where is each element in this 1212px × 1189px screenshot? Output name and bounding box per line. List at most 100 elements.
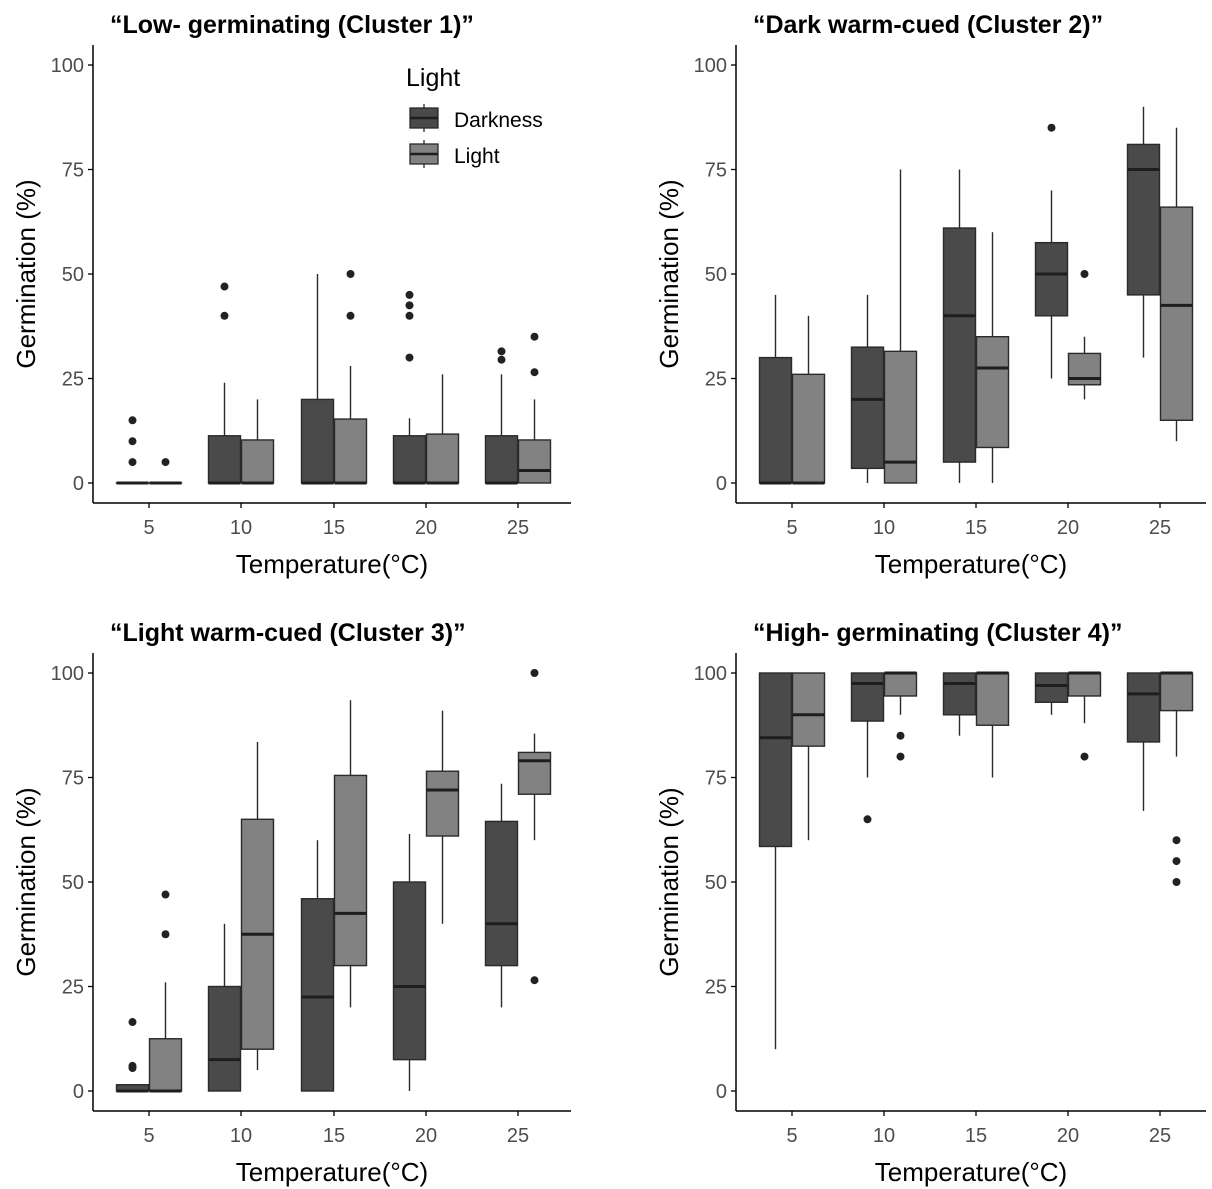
outlier-point — [1047, 123, 1056, 132]
y-axis-label: Germination (%) — [11, 179, 41, 368]
box-light-10 — [883, 169, 918, 484]
outlier-point — [1172, 836, 1181, 845]
y-tick-label: 75 — [62, 768, 84, 790]
y-tick-label: 25 — [62, 977, 84, 999]
x-tick-label: 5 — [786, 517, 797, 539]
x-tick-label: 25 — [1149, 517, 1171, 539]
box-iqr — [975, 672, 1010, 726]
outlier-point — [497, 347, 506, 356]
panel-cluster-3: “Light warm-cued (Cluster 3)” Germinatio… — [11, 619, 571, 1187]
box-iqr — [484, 435, 519, 484]
box-darkness-20 — [392, 833, 427, 1091]
box-light-25 — [1159, 671, 1194, 886]
box-iqr — [1034, 241, 1069, 317]
outlier-point — [1080, 752, 1089, 761]
y-tick-label: 100 — [694, 55, 727, 77]
outlier-point — [405, 301, 414, 310]
legend: Light Darkness Light — [406, 64, 543, 168]
box-light-10 — [883, 671, 918, 761]
box-iqr — [1067, 672, 1102, 697]
box-iqr — [1126, 672, 1161, 743]
panel-cluster-4: “High- germinating (Cluster 4)” Germinat… — [654, 619, 1206, 1187]
panel-title: “High- germinating (Cluster 4)” — [753, 619, 1122, 647]
box-light-15 — [975, 232, 1010, 483]
outlier-point — [161, 930, 170, 939]
y-tick-label: 75 — [705, 768, 727, 790]
outlier-point — [405, 290, 414, 299]
box-iqr — [1159, 672, 1194, 712]
y-tick-label: 25 — [62, 369, 84, 391]
panel-title: “Low- germinating (Cluster 1)” — [110, 11, 474, 39]
x-tick-label: 15 — [965, 1125, 987, 1147]
box-darkness-20 — [392, 290, 427, 485]
y-tick-label: 100 — [51, 663, 84, 685]
panel-title: “Dark warm-cued (Cluster 2)” — [753, 11, 1103, 39]
outlier-point — [220, 282, 229, 291]
box-darkness-5 — [115, 1018, 150, 1093]
box-iqr — [425, 770, 460, 837]
legend-item-light: Light — [409, 140, 500, 168]
y-tick-label: 25 — [705, 977, 727, 999]
outlier-point — [161, 458, 170, 467]
y-tick-label: 0 — [73, 1081, 84, 1103]
box-iqr — [1159, 206, 1194, 421]
box-darkness-20 — [1034, 123, 1069, 379]
outlier-point — [220, 311, 229, 320]
x-tick-label: 10 — [230, 517, 252, 539]
x-axis-label: Temperature(°C) — [875, 549, 1067, 579]
x-tick-label: 25 — [1149, 1125, 1171, 1147]
box-iqr — [517, 439, 552, 484]
box-darkness-10 — [207, 282, 242, 485]
outlier-point — [128, 1061, 137, 1070]
box-iqr — [392, 881, 427, 1061]
outlier-point — [346, 311, 355, 320]
box-light-5 — [148, 458, 183, 485]
x-axis-label: Temperature(°C) — [875, 1157, 1067, 1187]
box-iqr — [791, 373, 826, 484]
box-iqr — [207, 435, 242, 484]
outlier-point — [530, 669, 539, 677]
box-darkness-5 — [758, 294, 793, 485]
box-darkness-10 — [850, 294, 885, 483]
x-tick-label: 5 — [143, 1125, 154, 1147]
box-iqr — [975, 336, 1010, 449]
outlier-point — [497, 355, 506, 364]
outlier-point — [1172, 857, 1181, 866]
box-light-5 — [791, 672, 826, 841]
legend-item-darkness: Darkness — [409, 104, 543, 132]
legend-label: Light — [454, 145, 500, 168]
outlier-point — [161, 890, 170, 899]
y-tick-label: 0 — [716, 473, 727, 495]
panel-cluster-2: “Dark warm-cued (Cluster 2)” Germination… — [654, 11, 1206, 579]
box-light-15 — [975, 671, 1010, 778]
box-iqr — [300, 898, 335, 1092]
outlier-point — [863, 815, 872, 824]
box-darkness-15 — [300, 274, 335, 485]
box-light-15 — [333, 270, 368, 485]
box-darkness-25 — [1126, 672, 1161, 811]
outlier-point — [128, 1018, 137, 1027]
outlier-point — [128, 437, 137, 446]
outlier-point — [1172, 878, 1181, 886]
box-iqr — [850, 346, 885, 470]
x-tick-label: 10 — [230, 1125, 252, 1147]
box-darkness-25 — [484, 347, 519, 485]
x-tick-label: 20 — [415, 1125, 437, 1147]
box-darkness-10 — [850, 672, 885, 824]
box-light-20 — [1067, 270, 1102, 400]
box-iqr — [1067, 352, 1102, 386]
y-tick-label: 75 — [705, 160, 727, 182]
x-tick-label: 5 — [143, 517, 154, 539]
box-iqr — [850, 672, 885, 722]
box-light-10 — [240, 399, 275, 485]
box-darkness-15 — [300, 840, 335, 1092]
x-tick-label: 10 — [873, 1125, 895, 1147]
y-tick-label: 0 — [716, 1081, 727, 1103]
y-tick-label: 50 — [705, 264, 727, 286]
box-darkness-25 — [1126, 106, 1161, 358]
y-tick-label: 50 — [62, 872, 84, 894]
box-darkness-20 — [1034, 672, 1069, 715]
x-tick-label: 15 — [323, 1125, 345, 1147]
box-iqr — [392, 435, 427, 484]
outlier-point — [896, 752, 905, 761]
